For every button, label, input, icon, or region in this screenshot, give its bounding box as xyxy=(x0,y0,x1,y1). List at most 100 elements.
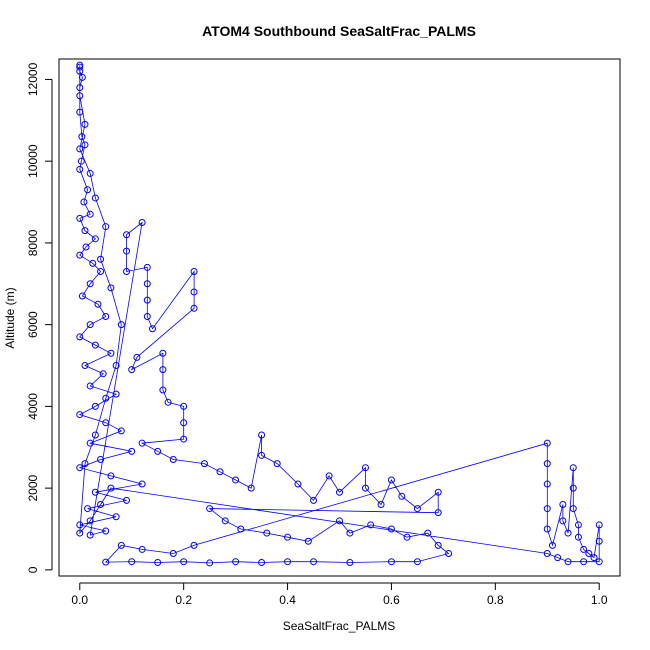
data-point xyxy=(97,456,105,464)
data-point xyxy=(445,550,453,558)
data-point xyxy=(304,537,312,545)
data-point xyxy=(543,460,551,468)
data-point xyxy=(89,259,97,267)
data-point xyxy=(564,529,572,537)
y-tick-label: 0 xyxy=(26,566,40,573)
data-point xyxy=(107,484,115,492)
data-point xyxy=(434,488,442,496)
data-point xyxy=(107,472,115,480)
data-point xyxy=(76,521,84,529)
data-point xyxy=(78,133,86,141)
data-point xyxy=(569,505,577,513)
plot-area-frame xyxy=(58,58,621,577)
data-point xyxy=(86,531,94,539)
data-point xyxy=(595,521,603,529)
data-point xyxy=(247,484,255,492)
data-point xyxy=(569,464,577,472)
data-point xyxy=(97,255,105,263)
data-point xyxy=(595,558,603,566)
data-point xyxy=(543,439,551,447)
data-point xyxy=(143,280,151,288)
data-point xyxy=(237,525,245,533)
data-point xyxy=(102,558,110,566)
data-point xyxy=(80,198,88,206)
data-point xyxy=(123,247,131,255)
data-point xyxy=(112,362,120,370)
data-point xyxy=(310,496,318,504)
data-point xyxy=(294,480,302,488)
x-tick-label: 0.8 xyxy=(487,593,504,607)
data-point xyxy=(138,218,146,226)
y-axis-label: Altitude (m) xyxy=(3,287,17,348)
data-point xyxy=(258,451,266,459)
data-point xyxy=(190,304,198,312)
data-point xyxy=(133,353,141,361)
data-point xyxy=(154,447,162,455)
data-point xyxy=(367,521,375,529)
data-point xyxy=(117,427,125,435)
data-point xyxy=(94,300,102,308)
data-point xyxy=(76,251,84,259)
data-point xyxy=(543,550,551,558)
data-point xyxy=(123,231,131,239)
x-axis-label: SeaSaltFrac_PALMS xyxy=(283,619,396,633)
data-point xyxy=(123,496,131,504)
data-point xyxy=(81,460,89,468)
data-point xyxy=(159,386,167,394)
data-point xyxy=(548,541,556,549)
data-point xyxy=(180,558,188,566)
y-tick-label: 12000 xyxy=(26,62,40,96)
data-point xyxy=(387,525,395,533)
data-point xyxy=(76,214,84,222)
data-point xyxy=(86,382,94,390)
data-point xyxy=(102,394,110,402)
data-point xyxy=(258,431,266,439)
data-point xyxy=(97,268,105,276)
y-tick-label: 10000 xyxy=(26,144,40,178)
y-tick-label: 4000 xyxy=(26,393,40,420)
data-point xyxy=(574,521,582,529)
data-point xyxy=(91,235,99,243)
data-point xyxy=(580,558,588,566)
data-point xyxy=(128,558,136,566)
data-point xyxy=(91,194,99,202)
data-point xyxy=(585,550,593,558)
data-point xyxy=(336,488,343,496)
data-point xyxy=(81,362,89,370)
data-point xyxy=(434,541,442,549)
y-tick-label: 8000 xyxy=(26,229,40,256)
y-axis: 0 2000 4000 6000 8000 10000 12000 xyxy=(26,62,53,573)
data-point xyxy=(164,398,172,406)
data-point xyxy=(200,460,208,468)
data-point xyxy=(138,480,146,488)
plot-area xyxy=(76,61,603,567)
data-point xyxy=(413,558,421,566)
data-point xyxy=(102,419,110,427)
data-point xyxy=(221,517,229,525)
data-point xyxy=(180,402,188,410)
data-point xyxy=(310,558,318,566)
data-point xyxy=(143,296,151,304)
data-point xyxy=(123,268,131,276)
data-point xyxy=(91,341,99,349)
data-point xyxy=(361,484,369,492)
data-point xyxy=(232,476,240,484)
data-point xyxy=(112,513,120,521)
data-point xyxy=(263,529,271,537)
data-point xyxy=(569,484,577,492)
data-point xyxy=(86,210,94,218)
data-point xyxy=(143,263,151,271)
data-point xyxy=(580,545,588,553)
x-tick-label: 0.6 xyxy=(383,593,400,607)
data-point xyxy=(138,545,146,553)
data-point xyxy=(81,120,89,128)
data-point xyxy=(78,73,86,81)
data-point xyxy=(595,537,603,545)
data-point xyxy=(81,141,89,149)
data-point xyxy=(117,321,125,329)
data-point xyxy=(149,325,156,333)
data-point xyxy=(169,550,177,558)
data-point xyxy=(91,488,99,496)
data-point xyxy=(159,366,167,374)
